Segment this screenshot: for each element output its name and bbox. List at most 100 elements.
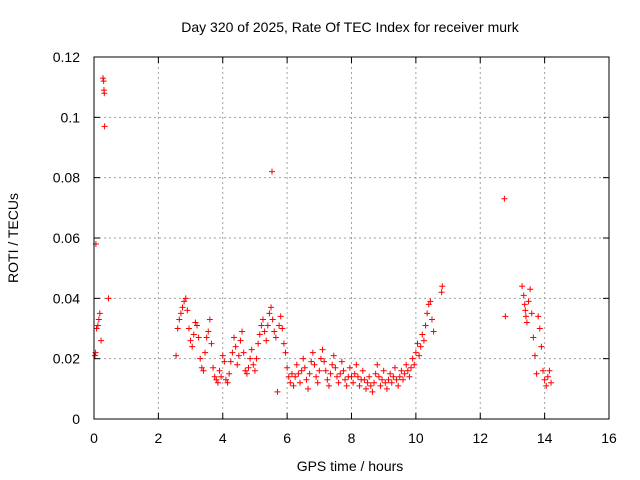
data-point bbox=[412, 349, 419, 356]
x-tick-label: 10 bbox=[408, 430, 424, 446]
data-point bbox=[316, 367, 323, 374]
x-tick-label: 6 bbox=[283, 430, 291, 446]
data-point bbox=[338, 358, 345, 365]
data-point bbox=[182, 295, 189, 302]
data-point bbox=[308, 358, 315, 365]
data-point bbox=[528, 310, 535, 317]
data-point bbox=[538, 343, 545, 350]
data-point bbox=[190, 331, 197, 338]
y-tick-label: 0.06 bbox=[53, 230, 80, 246]
data-point bbox=[372, 370, 379, 377]
data-point bbox=[430, 328, 437, 335]
data-point bbox=[176, 316, 183, 323]
data-point bbox=[94, 322, 101, 329]
data-point bbox=[218, 373, 225, 380]
data-point bbox=[414, 340, 421, 347]
data-point bbox=[197, 355, 204, 362]
data-point bbox=[379, 376, 386, 383]
data-point bbox=[321, 358, 328, 365]
data-point bbox=[354, 373, 361, 380]
data-point bbox=[319, 346, 326, 353]
data-point bbox=[522, 307, 529, 314]
data-point bbox=[248, 346, 255, 353]
data-point bbox=[276, 322, 283, 329]
data-point bbox=[521, 301, 528, 308]
data-point bbox=[377, 382, 384, 389]
data-point bbox=[309, 349, 316, 356]
data-point bbox=[548, 379, 555, 386]
data-point bbox=[317, 355, 324, 362]
data-point bbox=[390, 373, 397, 380]
data-point bbox=[203, 334, 210, 341]
data-point bbox=[231, 334, 238, 341]
data-point bbox=[259, 316, 266, 323]
y-axis-label: ROTI / TECUs bbox=[5, 193, 21, 283]
x-tick-label: 8 bbox=[348, 430, 356, 446]
y-tick-label: 0.12 bbox=[53, 49, 80, 65]
data-point bbox=[396, 373, 403, 380]
data-point bbox=[192, 319, 199, 326]
data-point bbox=[393, 376, 400, 383]
data-point bbox=[258, 322, 265, 329]
data-point bbox=[332, 364, 339, 371]
data-point bbox=[535, 313, 542, 320]
data-point bbox=[544, 373, 551, 380]
data-point bbox=[522, 313, 529, 320]
data-point bbox=[232, 343, 239, 350]
data-point bbox=[322, 367, 329, 374]
data-point bbox=[366, 373, 373, 380]
data-point bbox=[272, 334, 279, 341]
chart-title: Day 320 of 2025, Rate Of TEC Index for r… bbox=[181, 19, 519, 35]
data-point bbox=[263, 337, 270, 344]
data-point bbox=[288, 370, 295, 377]
data-point bbox=[361, 376, 368, 383]
data-point bbox=[194, 322, 200, 329]
data-point bbox=[173, 352, 180, 359]
data-point bbox=[530, 334, 537, 341]
data-point bbox=[395, 382, 402, 389]
data-point bbox=[234, 361, 241, 368]
grid bbox=[94, 57, 609, 419]
data-point bbox=[343, 382, 350, 389]
data-point bbox=[95, 316, 102, 323]
data-point bbox=[388, 379, 395, 386]
data-point bbox=[185, 325, 192, 332]
data-point bbox=[240, 349, 247, 356]
data-point bbox=[306, 370, 313, 377]
data-point bbox=[420, 337, 427, 344]
data-point bbox=[387, 370, 394, 377]
data-point bbox=[540, 367, 547, 374]
data-point bbox=[205, 328, 212, 335]
data-point bbox=[531, 352, 538, 359]
data-point bbox=[96, 310, 103, 317]
data-point bbox=[202, 349, 209, 356]
data-point bbox=[424, 310, 431, 317]
data-point bbox=[425, 301, 432, 308]
data-point bbox=[353, 361, 360, 368]
data-point bbox=[401, 370, 408, 377]
data-point bbox=[382, 379, 389, 386]
data-point bbox=[385, 376, 392, 383]
data-point bbox=[298, 367, 305, 374]
data-point bbox=[380, 367, 387, 374]
data-point bbox=[100, 75, 107, 82]
data-point bbox=[222, 376, 229, 383]
data-point bbox=[213, 376, 220, 383]
data-point bbox=[279, 325, 286, 332]
data-point bbox=[211, 373, 218, 380]
data-point bbox=[91, 352, 98, 359]
data-point bbox=[227, 358, 234, 365]
data-point bbox=[256, 331, 263, 338]
data-point bbox=[314, 379, 321, 386]
data-point bbox=[409, 355, 416, 362]
data-point bbox=[525, 298, 532, 305]
data-points bbox=[91, 75, 555, 395]
data-point bbox=[428, 316, 435, 323]
data-point bbox=[329, 361, 336, 368]
data-point bbox=[250, 361, 257, 368]
x-tick-label: 12 bbox=[472, 430, 488, 446]
data-point bbox=[206, 316, 213, 323]
data-point bbox=[282, 349, 289, 356]
